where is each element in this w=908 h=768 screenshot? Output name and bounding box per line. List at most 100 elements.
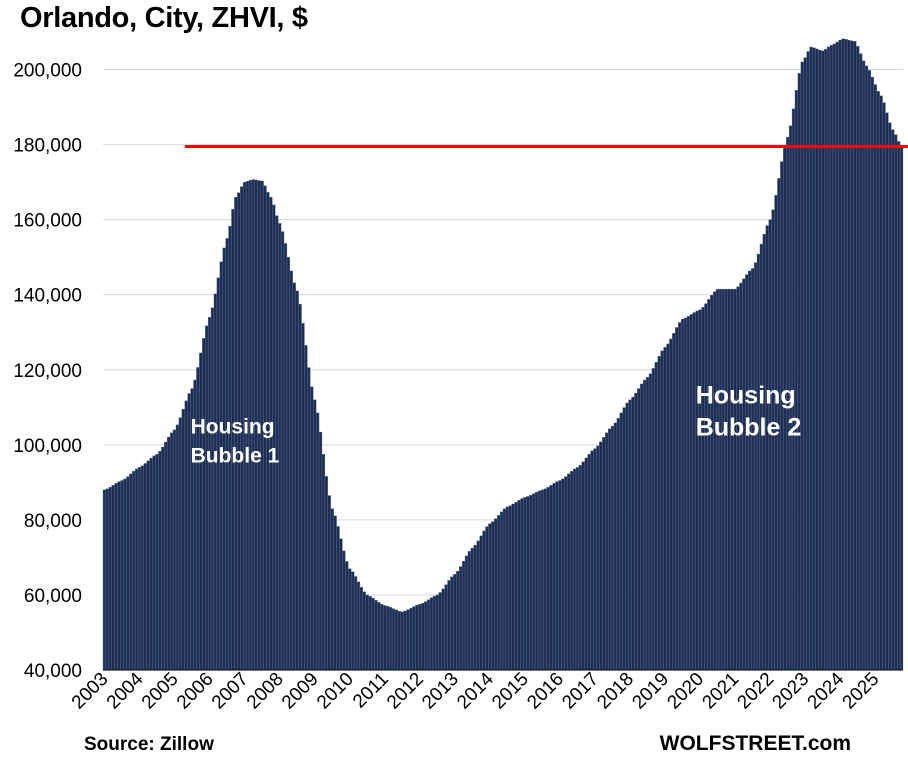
bar xyxy=(123,478,127,671)
bar xyxy=(415,605,419,671)
bar xyxy=(853,41,857,671)
bar xyxy=(210,307,215,671)
bar xyxy=(660,350,664,671)
bar xyxy=(155,454,159,671)
bar xyxy=(286,257,291,671)
y-tick-label: 120,000 xyxy=(13,361,82,382)
bar xyxy=(453,574,457,671)
bar xyxy=(482,530,486,671)
bar xyxy=(800,61,804,671)
annotation-1: Housing Bubble 1 xyxy=(191,416,280,468)
x-tick-label: 2024 xyxy=(804,668,849,713)
bar xyxy=(581,461,585,671)
bar xyxy=(619,412,623,671)
bar xyxy=(835,41,839,671)
bar xyxy=(467,551,472,671)
bar xyxy=(178,417,183,671)
bar xyxy=(861,60,866,671)
bar xyxy=(765,225,769,671)
bar xyxy=(275,215,279,671)
bar xyxy=(464,555,469,671)
bar xyxy=(657,355,661,671)
bar xyxy=(768,219,772,671)
bar xyxy=(669,338,673,671)
bar xyxy=(613,422,618,671)
bar xyxy=(164,441,168,671)
bar xyxy=(721,288,726,671)
bar xyxy=(572,468,577,671)
bar xyxy=(353,576,358,671)
bar xyxy=(564,476,568,671)
bar xyxy=(348,568,352,671)
bar xyxy=(695,310,699,671)
y-tick-label: 60,000 xyxy=(24,586,82,607)
bar xyxy=(675,327,679,671)
bar xyxy=(318,431,323,671)
bar xyxy=(213,293,218,671)
bar xyxy=(529,494,533,671)
bar xyxy=(844,39,848,671)
bar xyxy=(342,550,346,671)
bar xyxy=(651,368,656,671)
bar xyxy=(602,437,606,671)
chart-title: Orlando, City, ZHVI, $ xyxy=(20,2,308,34)
bar xyxy=(552,483,556,671)
bar xyxy=(829,44,834,671)
bar xyxy=(494,518,498,671)
x-tick-label: 2007 xyxy=(208,669,253,714)
bar xyxy=(888,122,892,671)
bar xyxy=(640,383,644,671)
bar xyxy=(715,288,720,671)
bar xyxy=(631,396,635,671)
bar xyxy=(324,476,328,671)
bar xyxy=(473,544,477,671)
bar xyxy=(394,609,399,671)
bar xyxy=(476,540,480,671)
bar xyxy=(175,424,180,671)
bar xyxy=(359,586,364,671)
bar xyxy=(289,270,293,671)
bar xyxy=(406,609,410,671)
bar xyxy=(730,288,734,671)
bar xyxy=(167,436,171,671)
bar xyxy=(499,511,504,671)
bar xyxy=(132,471,136,671)
bar xyxy=(628,399,632,671)
bar xyxy=(645,377,650,671)
bar xyxy=(686,316,691,671)
bar xyxy=(578,464,583,671)
bar xyxy=(181,408,185,671)
bar xyxy=(634,392,638,671)
bar xyxy=(569,471,574,671)
bar xyxy=(105,488,110,671)
x-tick-label: 2006 xyxy=(173,669,218,714)
bar xyxy=(701,307,705,671)
bar xyxy=(231,209,235,671)
bar xyxy=(605,432,609,671)
bar xyxy=(847,39,851,671)
bar xyxy=(207,317,212,671)
bar xyxy=(459,566,463,671)
bar xyxy=(470,547,474,671)
bar xyxy=(742,278,746,671)
bar xyxy=(397,610,401,671)
bar xyxy=(304,345,308,671)
bar xyxy=(832,43,837,671)
bar xyxy=(461,560,466,671)
bar xyxy=(514,501,518,671)
bar xyxy=(438,592,442,671)
bar xyxy=(567,473,571,671)
x-tick-label: 2014 xyxy=(453,668,498,713)
bar xyxy=(432,595,437,671)
bar xyxy=(137,467,142,671)
bar xyxy=(648,373,653,671)
bar xyxy=(818,49,822,671)
bar xyxy=(298,303,302,671)
bar xyxy=(610,425,615,671)
bar xyxy=(724,288,728,671)
bar xyxy=(196,367,200,671)
x-tick-label: 2013 xyxy=(418,669,463,714)
bar xyxy=(815,48,819,671)
bar xyxy=(718,288,723,671)
bar xyxy=(450,576,454,671)
